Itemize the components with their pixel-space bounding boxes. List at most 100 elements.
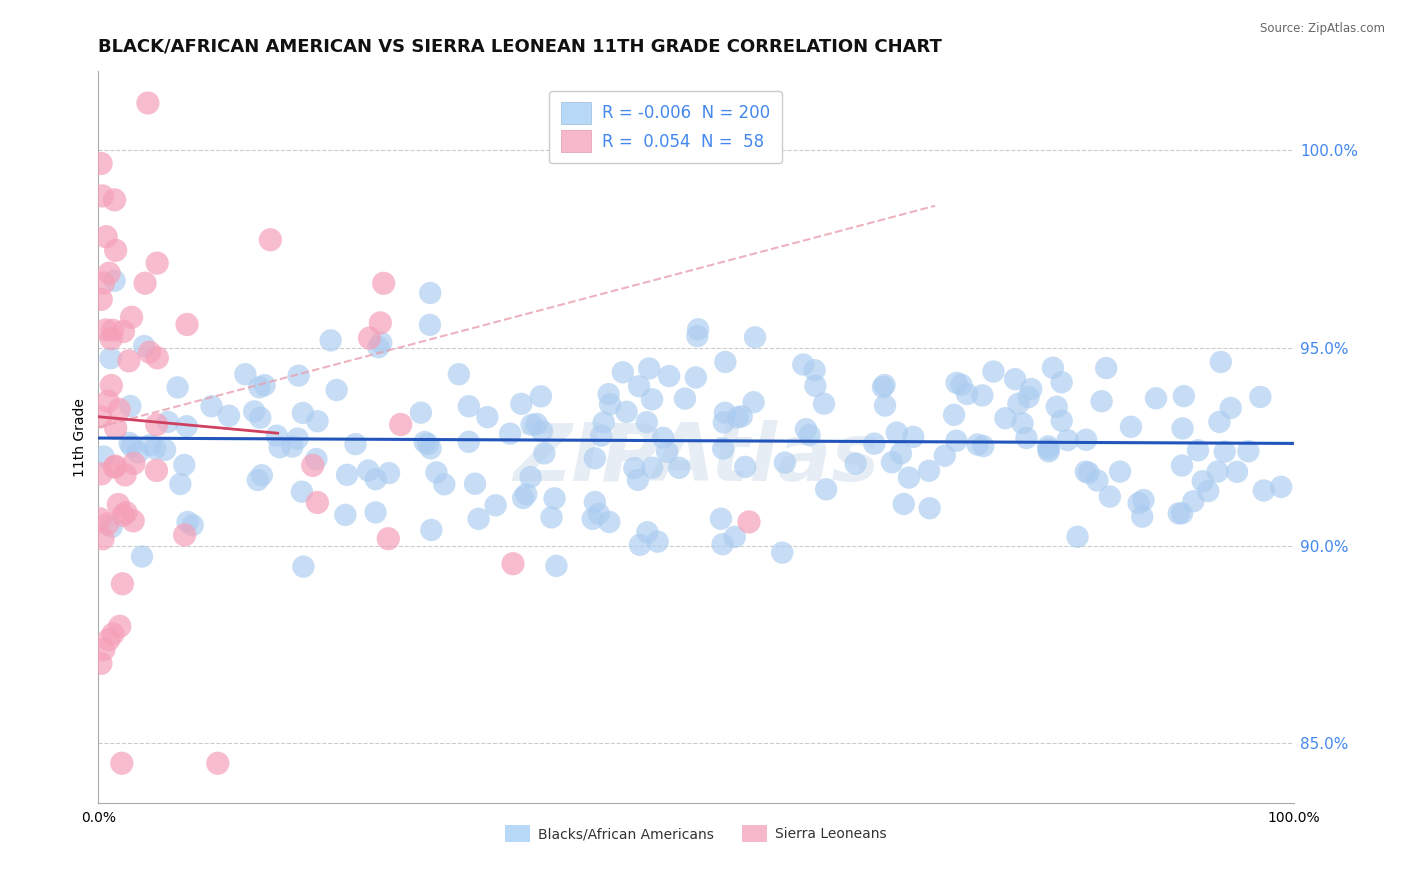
Point — [1237, 444, 1260, 458]
Point — [519, 470, 541, 484]
Point — [1119, 419, 1142, 434]
Point — [100, 520, 122, 534]
Point — [510, 397, 533, 411]
Point — [1042, 360, 1064, 375]
Point — [166, 380, 188, 394]
Point — [591, 428, 613, 442]
Point — [1144, 392, 1167, 406]
Point — [335, 508, 357, 522]
Point — [266, 428, 288, 442]
Point — [845, 457, 868, 471]
Point — [897, 470, 920, 484]
Point — [389, 417, 412, 432]
Point — [104, 459, 127, 474]
Point — [813, 397, 835, 411]
Point — [1249, 390, 1271, 404]
Point — [583, 451, 606, 466]
Point — [1087, 474, 1109, 488]
Point — [711, 442, 734, 456]
Point — [134, 276, 156, 290]
Point — [1109, 465, 1132, 479]
Point — [724, 530, 747, 544]
Point — [90, 293, 112, 307]
Point — [934, 449, 956, 463]
Point — [540, 510, 562, 524]
Point — [1213, 444, 1236, 458]
Point — [143, 442, 166, 456]
Point — [364, 472, 387, 486]
Point — [641, 392, 664, 407]
Point — [292, 559, 315, 574]
Point — [1074, 465, 1097, 479]
Point — [118, 353, 141, 368]
Point — [153, 442, 176, 457]
Point — [100, 332, 122, 346]
Point — [146, 256, 169, 270]
Point — [804, 379, 827, 393]
Point — [201, 399, 224, 413]
Point — [373, 277, 395, 291]
Point — [738, 515, 761, 529]
Point — [1128, 496, 1150, 510]
Point — [336, 467, 359, 482]
Point — [122, 456, 145, 470]
Point — [121, 310, 143, 325]
Point — [108, 619, 131, 633]
Point — [101, 323, 124, 337]
Point — [647, 534, 669, 549]
Point — [378, 466, 401, 480]
Point — [893, 497, 915, 511]
Point — [657, 444, 679, 458]
Point — [734, 459, 756, 474]
Point — [121, 439, 143, 453]
Point — [872, 380, 894, 394]
Point — [628, 538, 651, 552]
Point — [1076, 433, 1098, 447]
Point — [612, 365, 634, 379]
Point — [1187, 443, 1209, 458]
Point — [886, 425, 908, 440]
Point — [627, 473, 650, 487]
Point — [115, 506, 138, 520]
Point — [688, 322, 710, 336]
Point — [1004, 372, 1026, 386]
Point — [972, 439, 994, 453]
Point — [526, 417, 548, 431]
Point — [127, 445, 149, 459]
Point — [598, 515, 620, 529]
Point — [359, 331, 381, 345]
Point — [1171, 458, 1194, 473]
Point — [253, 378, 276, 392]
Point — [543, 491, 565, 506]
Point — [96, 229, 118, 244]
Point — [173, 528, 195, 542]
Point — [93, 450, 115, 464]
Point — [233, 368, 256, 382]
Point — [636, 415, 658, 429]
Y-axis label: 11th Grade: 11th Grade — [73, 398, 87, 476]
Point — [592, 416, 614, 430]
Point — [291, 406, 314, 420]
Point — [176, 419, 198, 434]
Point — [91, 532, 114, 546]
Point — [218, 409, 240, 423]
Point — [581, 512, 603, 526]
Point — [903, 430, 925, 444]
Point — [287, 432, 309, 446]
Point — [367, 340, 389, 354]
Point — [207, 756, 229, 771]
Point — [1253, 483, 1275, 498]
Point — [419, 285, 441, 300]
Point — [956, 387, 979, 401]
Legend: Blacks/African Americans, Sierra Leoneans: Blacks/African Americans, Sierra Leonean… — [499, 820, 893, 847]
Point — [1038, 444, 1060, 458]
Point — [416, 437, 439, 451]
Point — [97, 632, 120, 647]
Point — [583, 495, 606, 509]
Point — [246, 473, 269, 487]
Point — [97, 516, 120, 531]
Point — [1270, 480, 1292, 494]
Point — [370, 335, 392, 350]
Point — [457, 399, 479, 413]
Point — [103, 274, 125, 288]
